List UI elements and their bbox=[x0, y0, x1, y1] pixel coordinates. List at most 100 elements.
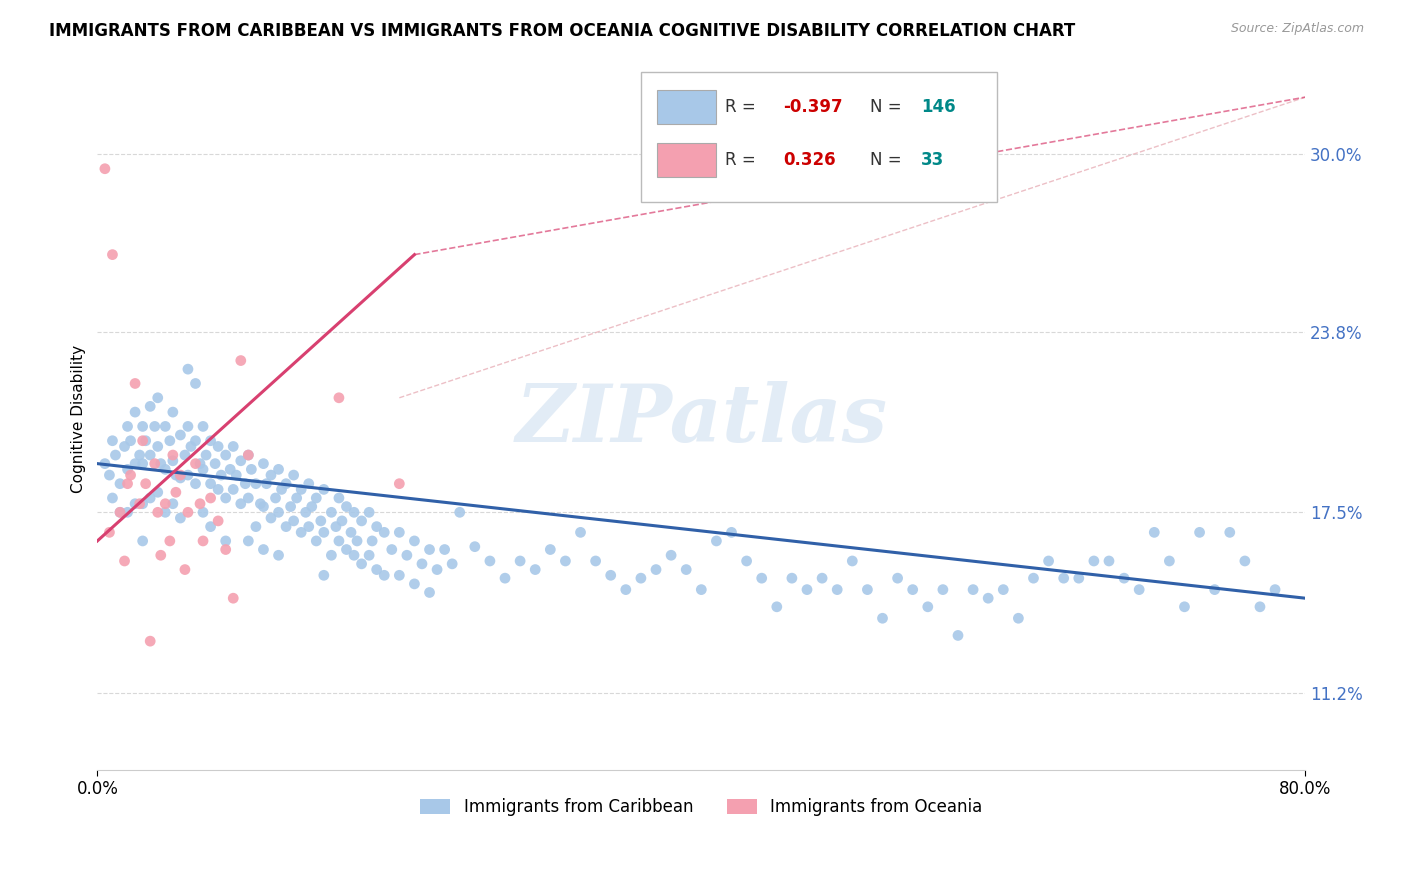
Point bbox=[321, 548, 343, 562]
Point bbox=[901, 582, 924, 597]
Point bbox=[312, 568, 335, 582]
Text: ZIPatlas: ZIPatlas bbox=[515, 381, 887, 458]
Point bbox=[191, 533, 214, 548]
Point bbox=[169, 428, 191, 442]
Point bbox=[411, 557, 433, 571]
Point bbox=[328, 491, 350, 505]
Text: R =: R = bbox=[725, 98, 762, 116]
Point bbox=[114, 554, 136, 568]
Point bbox=[184, 457, 207, 471]
Point bbox=[155, 505, 177, 519]
Point bbox=[335, 542, 357, 557]
Point bbox=[509, 554, 531, 568]
Point bbox=[1053, 571, 1076, 585]
Point bbox=[155, 419, 177, 434]
Point bbox=[146, 485, 169, 500]
Point bbox=[298, 519, 321, 533]
Point bbox=[478, 554, 501, 568]
Point bbox=[215, 542, 238, 557]
Point bbox=[159, 434, 181, 448]
Point bbox=[108, 476, 131, 491]
Point bbox=[124, 497, 146, 511]
Point bbox=[993, 582, 1015, 597]
Point bbox=[977, 591, 1000, 606]
Point bbox=[1098, 554, 1121, 568]
Point bbox=[146, 391, 169, 405]
Point bbox=[1083, 554, 1105, 568]
Text: 33: 33 bbox=[921, 151, 945, 169]
FancyBboxPatch shape bbox=[657, 90, 716, 124]
Point bbox=[215, 533, 238, 548]
Point bbox=[188, 497, 211, 511]
Point bbox=[751, 571, 773, 585]
Point bbox=[780, 571, 803, 585]
Point bbox=[373, 568, 395, 582]
Point bbox=[131, 434, 153, 448]
Point bbox=[114, 440, 136, 454]
Point bbox=[184, 434, 207, 448]
Point bbox=[131, 457, 153, 471]
Point bbox=[169, 468, 191, 483]
Point bbox=[120, 434, 142, 448]
Point bbox=[162, 454, 184, 468]
Point bbox=[825, 582, 848, 597]
Point bbox=[207, 483, 229, 497]
Point bbox=[139, 448, 162, 462]
Point bbox=[395, 548, 418, 562]
Point bbox=[238, 448, 260, 462]
Point bbox=[180, 440, 202, 454]
Point bbox=[675, 563, 697, 577]
Point bbox=[441, 557, 464, 571]
Point bbox=[426, 563, 449, 577]
Point bbox=[108, 505, 131, 519]
Point bbox=[120, 468, 142, 483]
Text: R =: R = bbox=[725, 151, 762, 169]
Point bbox=[340, 525, 363, 540]
Point bbox=[290, 525, 312, 540]
Point bbox=[1038, 554, 1060, 568]
Point bbox=[143, 419, 166, 434]
Point bbox=[599, 568, 621, 582]
Point bbox=[932, 582, 955, 597]
Point bbox=[229, 497, 252, 511]
Point bbox=[659, 548, 682, 562]
Point bbox=[139, 634, 162, 648]
Point bbox=[177, 505, 200, 519]
Point bbox=[143, 457, 166, 471]
Point bbox=[373, 525, 395, 540]
Point bbox=[361, 533, 384, 548]
Point bbox=[177, 468, 200, 483]
Point bbox=[569, 525, 592, 540]
Point bbox=[165, 485, 187, 500]
Point bbox=[135, 476, 157, 491]
Point bbox=[388, 525, 411, 540]
Text: -0.397: -0.397 bbox=[783, 98, 844, 116]
Point bbox=[321, 505, 343, 519]
Point bbox=[1159, 554, 1181, 568]
Point bbox=[200, 476, 222, 491]
Point bbox=[309, 514, 332, 528]
Text: 0.326: 0.326 bbox=[783, 151, 837, 169]
Point bbox=[252, 457, 274, 471]
Point bbox=[735, 554, 758, 568]
Point bbox=[290, 483, 312, 497]
Point bbox=[449, 505, 471, 519]
Point bbox=[124, 376, 146, 391]
Point bbox=[215, 448, 238, 462]
Point bbox=[366, 563, 388, 577]
Point bbox=[200, 491, 222, 505]
Point bbox=[207, 514, 229, 528]
Point bbox=[494, 571, 516, 585]
Point bbox=[240, 462, 263, 476]
Point bbox=[233, 476, 256, 491]
Point bbox=[222, 483, 245, 497]
Point bbox=[131, 497, 153, 511]
Point bbox=[169, 511, 191, 525]
Point bbox=[524, 563, 547, 577]
Point bbox=[188, 457, 211, 471]
Y-axis label: Cognitive Disability: Cognitive Disability bbox=[72, 345, 86, 493]
Point bbox=[149, 548, 172, 562]
Point bbox=[191, 462, 214, 476]
Point bbox=[1233, 554, 1256, 568]
Point bbox=[128, 497, 150, 511]
